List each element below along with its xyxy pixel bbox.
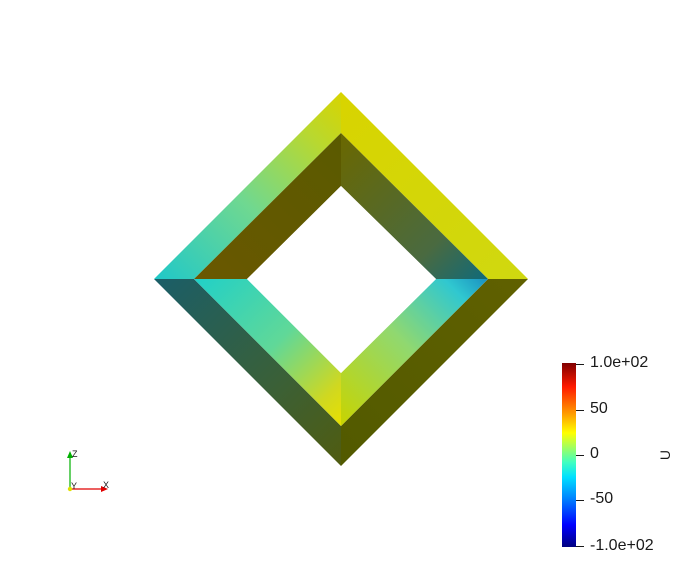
colorbar-gradient [562,363,576,547]
y-axis-label: Y [71,482,77,491]
colorbar-tick-label: 0 [590,446,599,462]
colorbar-tick-label: 1.0e+02 [590,355,648,371]
colorbar-tick-mark [576,500,584,501]
colorbar-tick-label: 50 [590,401,608,417]
colorbar-title: U [657,450,673,460]
colorbar-tick-mark [576,546,584,547]
colorbar-tick-mark [576,364,584,365]
colorbar-tick-label: -1.0e+02 [590,538,654,554]
colorbar-tick-mark [576,455,584,456]
z-axis-label: Z [72,450,78,459]
x-axis-label: X [103,481,109,490]
colorbar-tick-label: -50 [590,491,613,507]
colorbar-tick-mark [576,410,584,411]
